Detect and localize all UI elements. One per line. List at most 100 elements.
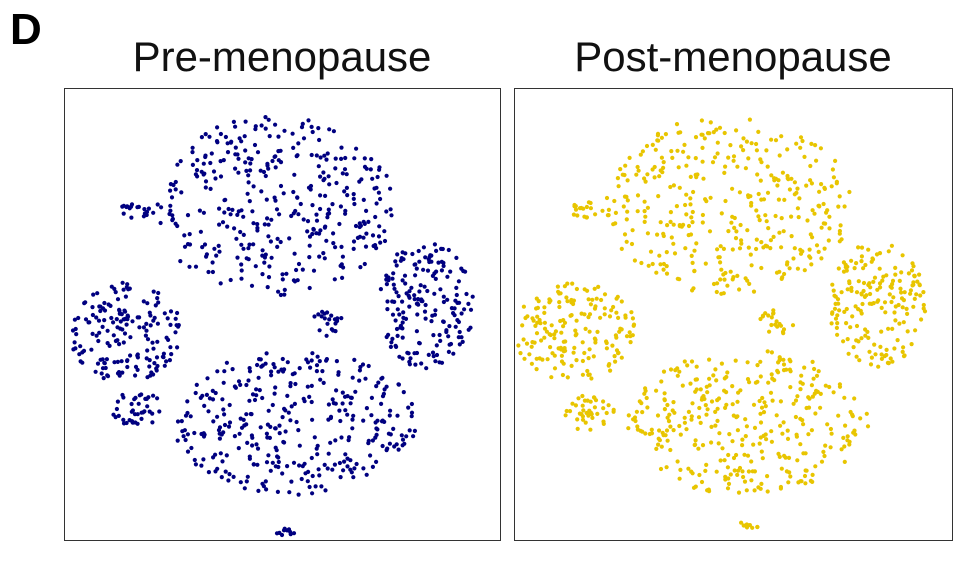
scatter-point-post — [675, 366, 680, 371]
scatter-point-post — [802, 473, 808, 479]
scatter-point-post — [901, 345, 906, 350]
scatter-point-pre — [256, 375, 261, 380]
scatter-point-post — [922, 309, 928, 314]
scatter-point-pre — [342, 167, 348, 172]
scatter-point-pre — [273, 165, 278, 170]
scatter-point-pre — [350, 426, 355, 431]
scatter-point-post — [700, 145, 705, 150]
scatter-point-post — [684, 427, 689, 432]
scatter-point-pre — [231, 474, 236, 479]
scatter-point-pre — [239, 242, 244, 247]
scatter-point-post — [713, 423, 718, 428]
scatter-point-post — [790, 323, 796, 328]
scatter-point-pre — [101, 376, 106, 381]
scatter-point-pre — [324, 357, 329, 362]
scatter-point-pre — [228, 212, 233, 217]
scatter-point-post — [674, 204, 680, 209]
scatter-point-pre — [151, 210, 156, 215]
scatter-point-pre — [407, 304, 412, 309]
scatter-point-pre — [349, 470, 354, 475]
scatter-point-post — [834, 179, 840, 184]
scatter-point-post — [841, 260, 847, 265]
scatter-point-post — [778, 423, 783, 428]
scatter-point-post — [718, 260, 723, 265]
scatter-point-post — [825, 422, 830, 427]
scatter-point-post — [593, 340, 598, 345]
scatter-point-post — [786, 455, 792, 460]
scatter-point-post — [696, 415, 702, 420]
scatter-point-pre — [264, 487, 269, 492]
scatter-point-post — [837, 194, 842, 199]
scatter-point-pre — [262, 260, 267, 265]
scatter-point-pre — [136, 204, 141, 209]
scatter-point-pre — [382, 238, 388, 244]
scatter-point-pre — [230, 207, 235, 212]
scatter-point-post — [662, 407, 668, 412]
scatter-point-pre — [102, 360, 107, 365]
scatter-point-post — [863, 262, 868, 268]
scatter-point-pre — [121, 417, 126, 422]
scatter-point-post — [759, 405, 765, 410]
scatter-point-post — [739, 144, 744, 149]
scatter-point-pre — [329, 313, 334, 318]
scatter-point-post — [690, 288, 695, 293]
scatter-point-pre — [100, 324, 105, 329]
scatter-point-pre — [423, 316, 428, 321]
scatter-point-post — [755, 379, 760, 384]
scatter-point-pre — [453, 324, 458, 329]
scatter-point-pre — [218, 131, 223, 137]
scatter-point-pre — [418, 283, 423, 288]
scatter-point-post — [664, 465, 669, 470]
scatter-point-post — [740, 469, 745, 474]
scatter-point-post — [877, 281, 883, 286]
scatter-point-pre — [299, 125, 305, 130]
scatter-point-post — [643, 214, 648, 219]
scatter-point-pre — [224, 453, 229, 458]
scatter-point-post — [827, 226, 832, 231]
scatter-point-pre — [201, 457, 206, 462]
scatter-point-post — [616, 315, 621, 320]
scatter-point-post — [856, 307, 861, 312]
scatter-point-post — [686, 223, 692, 229]
scatter-point-pre — [248, 161, 253, 166]
scatter-point-post — [745, 453, 751, 458]
scatter-point-pre — [361, 418, 366, 423]
scatter-point-post — [754, 237, 759, 242]
scatter-point-pre — [145, 301, 150, 306]
scatter-point-pre — [72, 317, 77, 322]
scatter-point-pre — [247, 366, 252, 371]
scatter-point-pre — [430, 350, 436, 355]
scatter-point-pre — [328, 414, 334, 419]
scatter-point-pre — [256, 488, 261, 493]
scatter-point-post — [529, 344, 534, 349]
scatter-point-pre — [248, 168, 253, 173]
scatter-point-pre — [425, 288, 430, 294]
scatter-point-pre — [201, 161, 206, 166]
scatter-point-pre — [419, 297, 424, 302]
scatter-point-pre — [415, 312, 420, 317]
scatter-point-pre — [105, 374, 111, 379]
scatter-point-pre — [280, 471, 285, 476]
scatter-point-pre — [298, 201, 303, 207]
scatter-point-pre — [380, 418, 385, 423]
scatter-point-pre — [362, 156, 367, 161]
scatter-point-post — [613, 210, 619, 215]
scatter-point-pre — [282, 440, 287, 445]
scatter-point-pre — [296, 492, 301, 497]
scatter-point-post — [719, 267, 724, 272]
scatter-point-post — [749, 478, 754, 483]
scatter-point-post — [655, 413, 661, 418]
scatter-point-post — [777, 230, 782, 235]
scatter-point-pre — [236, 156, 241, 161]
scatter-point-post — [564, 295, 569, 300]
scatter-point-post — [592, 336, 598, 341]
scatter-point-post — [533, 323, 538, 328]
scatter-point-pre — [87, 320, 92, 325]
scatter-point-post — [703, 261, 708, 266]
scatter-point-post — [615, 294, 620, 299]
scatter-point-post — [781, 229, 786, 234]
scatter-point-pre — [305, 479, 310, 484]
scatter-point-pre — [363, 244, 369, 249]
scatter-point-pre — [218, 451, 223, 456]
scatter-point-post — [844, 306, 849, 312]
